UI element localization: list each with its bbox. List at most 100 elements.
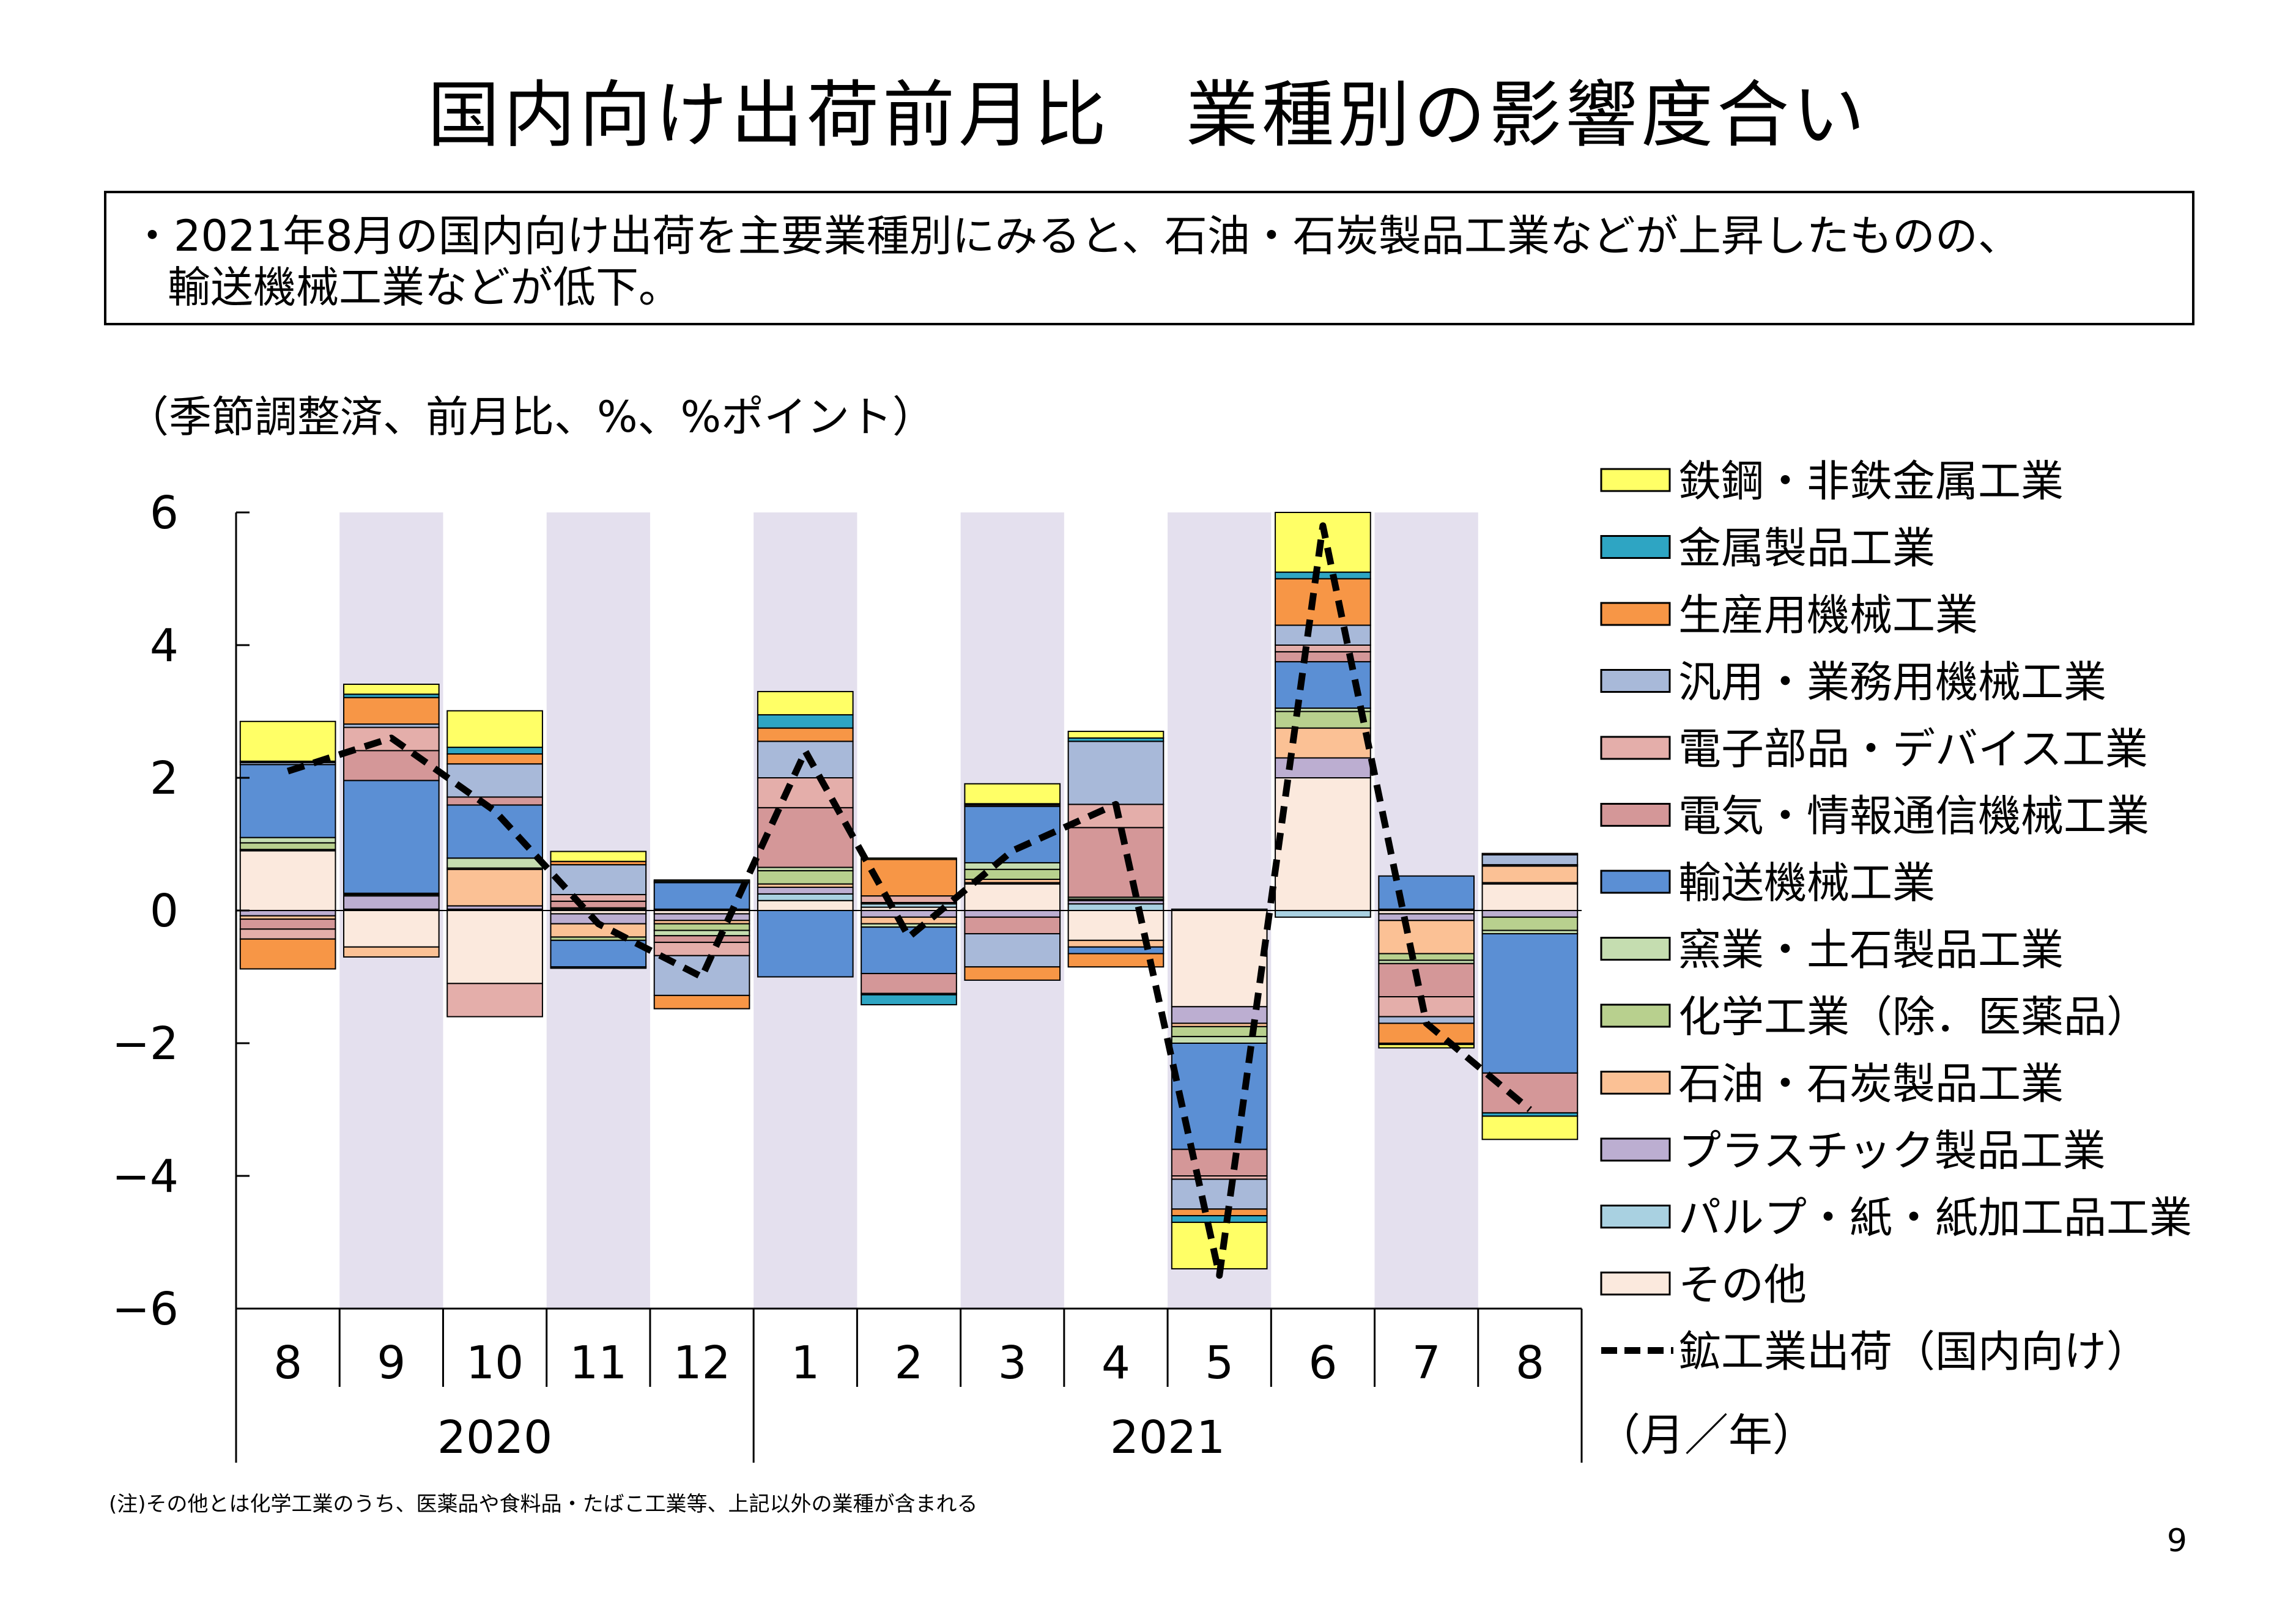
bar-segment-5-2 <box>757 887 854 895</box>
x-unit-label: （月／年） <box>1596 1409 1816 1461</box>
bar-segment-4-5 <box>653 929 750 937</box>
y-tick-label-4: 2 <box>150 752 179 805</box>
summary-line-2: 輸送機械工業などが低下。 <box>168 262 681 312</box>
bar-segment-3-11 <box>550 966 647 969</box>
legend-swatch-2 <box>1600 602 1671 626</box>
legend-swatch-0 <box>1600 468 1671 492</box>
y-tick-label-6: 6 <box>150 487 179 539</box>
bar-segment-5-12 <box>757 690 854 715</box>
bar-segment-9-5 <box>1171 1036 1268 1044</box>
legend-label-9: 石油・石炭製品工業 <box>1678 1059 2064 1109</box>
bar-segment-1-12 <box>343 684 440 695</box>
bar-segment-0-0 <box>239 850 336 911</box>
x-tick-label-1: 9 <box>377 1337 406 1389</box>
x-tick-label-8: 4 <box>1102 1337 1130 1389</box>
bar-segment-7-9 <box>964 933 1061 968</box>
bar-segment-12-12 <box>1481 1115 1579 1140</box>
bar-segment-2-11 <box>446 747 543 755</box>
bar-segment-9-11 <box>1171 1215 1268 1223</box>
bar-segment-5-10 <box>757 727 854 742</box>
bar-segment-4-8 <box>653 942 750 956</box>
bar-segment-1-7 <box>343 750 440 781</box>
legend-label-1: 金属製品工業 <box>1678 523 1935 574</box>
line-series-path <box>286 522 1532 1279</box>
legend-swatch-3 <box>1600 669 1671 693</box>
bar-segment-4-7 <box>653 935 750 944</box>
footnote: (注)その他とは化学工業のうち、医薬品や食料品・たばこ工業等、上記以外の業種が含… <box>109 1492 978 1516</box>
legend-label-12: その他 <box>1678 1260 1807 1310</box>
summary-box: ・2021年8月の国内向け出荷を主要業種別にみると、石油・石炭製品工業などが上昇… <box>104 191 2194 325</box>
bar-segment-5-6 <box>757 910 854 978</box>
x-tick-label-11: 7 <box>1412 1337 1441 1389</box>
legend-label-0: 鉄鋼・非鉄金属工業 <box>1678 456 2064 506</box>
bar-segment-4-4 <box>653 923 750 931</box>
bar-segment-0-10 <box>239 938 336 970</box>
bar-segment-8-0 <box>1067 910 1165 941</box>
y-tick-label-3: 0 <box>150 885 179 937</box>
legend-label-8: 化学工業（除．医薬品） <box>1678 992 2149 1042</box>
bar-segment-6-11 <box>861 994 957 1006</box>
x-tick-label-3: 11 <box>569 1337 627 1389</box>
bar-segment-12-3 <box>1481 865 1579 884</box>
bar-segment-10-8 <box>1275 645 1371 652</box>
bar-segment-6-3 <box>861 916 957 925</box>
bar-segment-0-12 <box>239 720 336 762</box>
x-tick-label-5: 1 <box>791 1337 820 1389</box>
bar-segment-3-8 <box>550 893 647 902</box>
bar-segment-8-9 <box>1067 741 1165 805</box>
bar-segment-12-6 <box>1481 933 1579 1074</box>
bar-segment-4-12 <box>653 879 750 882</box>
legend-label-2: 生産用機械工業 <box>1678 590 1978 640</box>
bar-segment-8-7 <box>1067 827 1165 898</box>
legend-label-11: パルプ・紙・紙加工品工業 <box>1678 1193 2192 1243</box>
x-tick-label-9: 5 <box>1205 1337 1234 1389</box>
bar-segment-11-8 <box>1378 996 1475 1018</box>
bar-segment-5-0 <box>757 900 854 911</box>
bar-segment-1-2 <box>343 895 440 910</box>
x-tick-label-0: 8 <box>273 1337 302 1389</box>
bar-segment-4-10 <box>653 994 750 1010</box>
bar-segment-6-7 <box>861 973 957 994</box>
legend-swatch-5 <box>1600 803 1671 827</box>
bar-segment-2-9 <box>446 763 543 798</box>
year-label-0: 2020 <box>437 1411 552 1464</box>
y-tick-label-1: −4 <box>112 1150 179 1203</box>
bar-segment-2-0 <box>446 910 543 984</box>
bar-segment-4-6 <box>653 882 750 910</box>
bar-segment-6-8 <box>861 895 957 903</box>
bar-segment-10-1 <box>1275 910 1371 918</box>
bar-segment-9-9 <box>1171 1178 1268 1210</box>
legend-swatch-4 <box>1600 736 1671 760</box>
bar-segment-3-12 <box>550 851 647 862</box>
y-tick-label-0: −6 <box>112 1283 179 1335</box>
bar-segment-0-4 <box>239 842 336 851</box>
legend-swatch-1 <box>1600 535 1671 559</box>
legend-swatch-7 <box>1600 937 1671 961</box>
bar-segment-7-7 <box>964 916 1061 934</box>
x-tick-label-6: 2 <box>894 1337 923 1389</box>
bar-segment-3-9 <box>550 864 647 895</box>
bar-segment-2-3 <box>446 868 543 907</box>
bar-segment-9-0 <box>1171 910 1268 1008</box>
bar-segment-5-9 <box>757 741 854 778</box>
bar-segment-12-9 <box>1481 854 1579 866</box>
page-title: 国内向け出荷前月比 業種別の影響度合い <box>427 73 1868 157</box>
bar-segment-2-6 <box>446 804 543 859</box>
bar-segment-12-2 <box>1481 910 1579 918</box>
bar-segment-10-0 <box>1275 777 1371 911</box>
x-tick-label-7: 3 <box>998 1337 1027 1389</box>
legend-swatch-9 <box>1600 1071 1671 1095</box>
bar-segment-0-8 <box>239 928 336 940</box>
bar-segment-12-4 <box>1481 916 1579 931</box>
bar-segment-1-0 <box>343 910 440 948</box>
bar-segment-3-6 <box>550 939 647 968</box>
bar-segment-11-12 <box>1378 1044 1475 1049</box>
legend-swatch-6 <box>1600 870 1671 894</box>
legend-label-5: 電気・情報通信機械工業 <box>1678 791 2149 841</box>
bar-segment-11-3 <box>1378 920 1475 955</box>
bar-segment-9-2 <box>1171 1006 1268 1024</box>
bar-segment-3-7 <box>550 900 647 909</box>
bar-segment-11-7 <box>1378 962 1475 998</box>
bar-segment-5-4 <box>757 870 854 885</box>
